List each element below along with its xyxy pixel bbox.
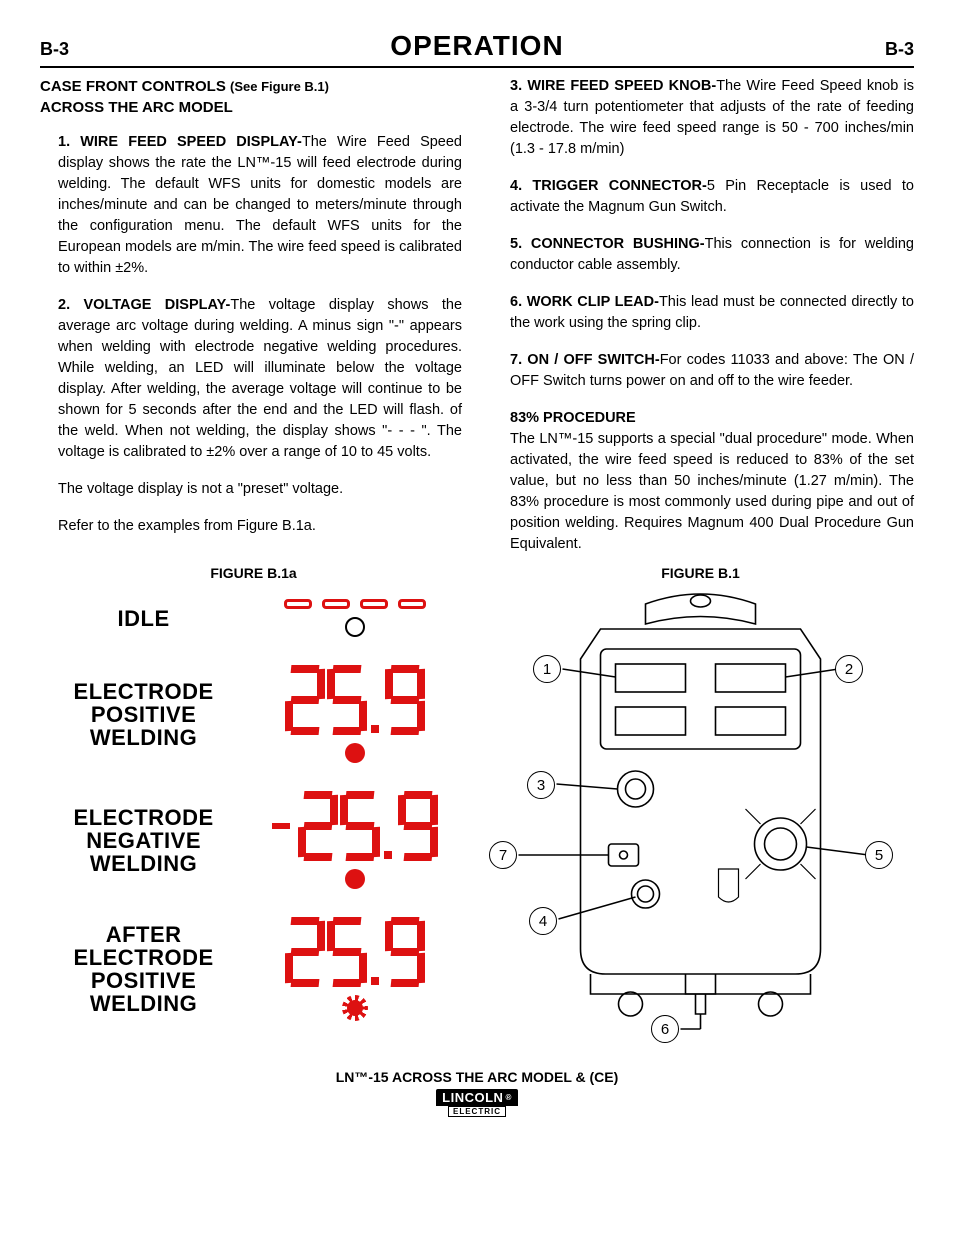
header-title: OPERATION [390,30,563,62]
led-on-icon [345,869,365,889]
item-2-body: The voltage display shows the average ar… [58,297,462,460]
item-1-lead: 1. WIRE FEED SPEED DISPLAY- [58,134,302,150]
item-3-lead: 3. WIRE FEED SPEED KNOB- [510,78,716,94]
device-diagram: 1 2 3 7 4 5 6 [487,589,914,1049]
display-pos-label: ELECTRODEPOSITIVEWELDING [50,680,237,749]
left-column: CASE FRONT CONTROLS (See Figure B.1) ACR… [40,76,462,555]
figure-b1a: FIGURE B.1a IDLE ELECTRODEPOSITIVEWELDIN… [40,559,467,1049]
led-flash-icon [342,995,368,1021]
item-4-lead: 4. TRIGGER CONNECTOR- [510,178,707,194]
display-after-row: AFTERELECTRODEPOSITIVEWELDING [40,917,467,1021]
footer: LN™-15 ACROSS THE ARC MODEL & (CE) LINCO… [40,1069,914,1117]
seg-display-pos [285,665,425,735]
figure-b1: FIGURE B.1 [487,559,914,1049]
item-6: 6. WORK CLIP LEAD-This lead must be conn… [492,292,914,334]
display-idle-row: IDLE [40,599,467,637]
footer-model: LN™-15 ACROSS THE ARC MODEL & (CE) [40,1069,914,1085]
item-5-lead: 5. CONNECTOR BUSHING- [510,236,705,252]
item-2: 2. VOLTAGE DISPLAY-The voltage display s… [40,295,462,463]
display-neg-label: ELECTRODENEGATIVEWELDING [50,806,237,875]
display-after-gfx [254,917,458,1021]
seg-display-after [285,917,425,987]
brand-top: LINCOLN [436,1089,518,1106]
item-2-note2: Refer to the examples from Figure B.1a. [40,516,462,537]
figures-row: FIGURE B.1a IDLE ELECTRODEPOSITIVEWELDIN… [40,559,914,1049]
item-5: 5. CONNECTOR BUSHING-This connection is … [492,234,914,276]
item-6-lead: 6. WORK CLIP LEAD- [510,294,659,310]
item-7-lead: 7. ON / OFF SWITCH- [510,352,660,368]
item-4: 4. TRIGGER CONNECTOR-5 Pin Receptacle is… [492,176,914,218]
procedure-heading: 83% PROCEDURE [510,408,914,429]
item-1-body: The Wire Feed Speed display shows the ra… [58,134,462,276]
display-idle-gfx [254,599,458,637]
led-off-icon [345,617,365,637]
led-on-icon [345,743,365,763]
content-columns: CASE FRONT CONTROLS (See Figure B.1) ACR… [40,76,914,555]
item-3: 3. WIRE FEED SPEED KNOB-The Wire Feed Sp… [492,76,914,160]
item-2-lead: 2. VOLTAGE DISPLAY- [58,297,230,313]
header-right: B-3 [885,39,914,60]
display-pos-row: ELECTRODEPOSITIVEWELDING [40,665,467,763]
brand-bottom: ELECTRIC [448,1106,506,1117]
figure-b1a-label: FIGURE B.1a [40,565,467,581]
heading-line2: ACROSS THE ARC MODEL [40,99,233,116]
procedure-body: The LN™-15 supports a special "dual proc… [510,431,914,552]
heading-sub: (See Figure B.1) [230,79,329,94]
figure-b1-label: FIGURE B.1 [487,565,914,581]
item-2-note1: The voltage display is not a "preset" vo… [40,479,462,500]
idle-dashes [284,599,426,609]
display-idle-label: IDLE [50,607,237,630]
page-header: B-3 OPERATION B-3 [40,30,914,68]
display-pos-gfx [254,665,458,763]
item-7: 7. ON / OFF SWITCH-For codes 11033 and a… [492,350,914,392]
brand-logo: LINCOLN ELECTRIC [436,1089,518,1117]
heading-line1: CASE FRONT CONTROLS [40,78,226,95]
seg-display-neg [272,791,438,861]
section-heading: CASE FRONT CONTROLS (See Figure B.1) ACR… [40,76,462,118]
procedure-block: 83% PROCEDURE The LN™-15 supports a spec… [492,408,914,555]
item-1: 1. WIRE FEED SPEED DISPLAY-The Wire Feed… [40,132,462,279]
display-after-label: AFTERELECTRODEPOSITIVEWELDING [50,923,237,1015]
right-column: 3. WIRE FEED SPEED KNOB-The Wire Feed Sp… [492,76,914,555]
display-neg-row: ELECTRODENEGATIVEWELDING [40,791,467,889]
display-neg-gfx [254,791,458,889]
header-left: B-3 [40,39,69,60]
